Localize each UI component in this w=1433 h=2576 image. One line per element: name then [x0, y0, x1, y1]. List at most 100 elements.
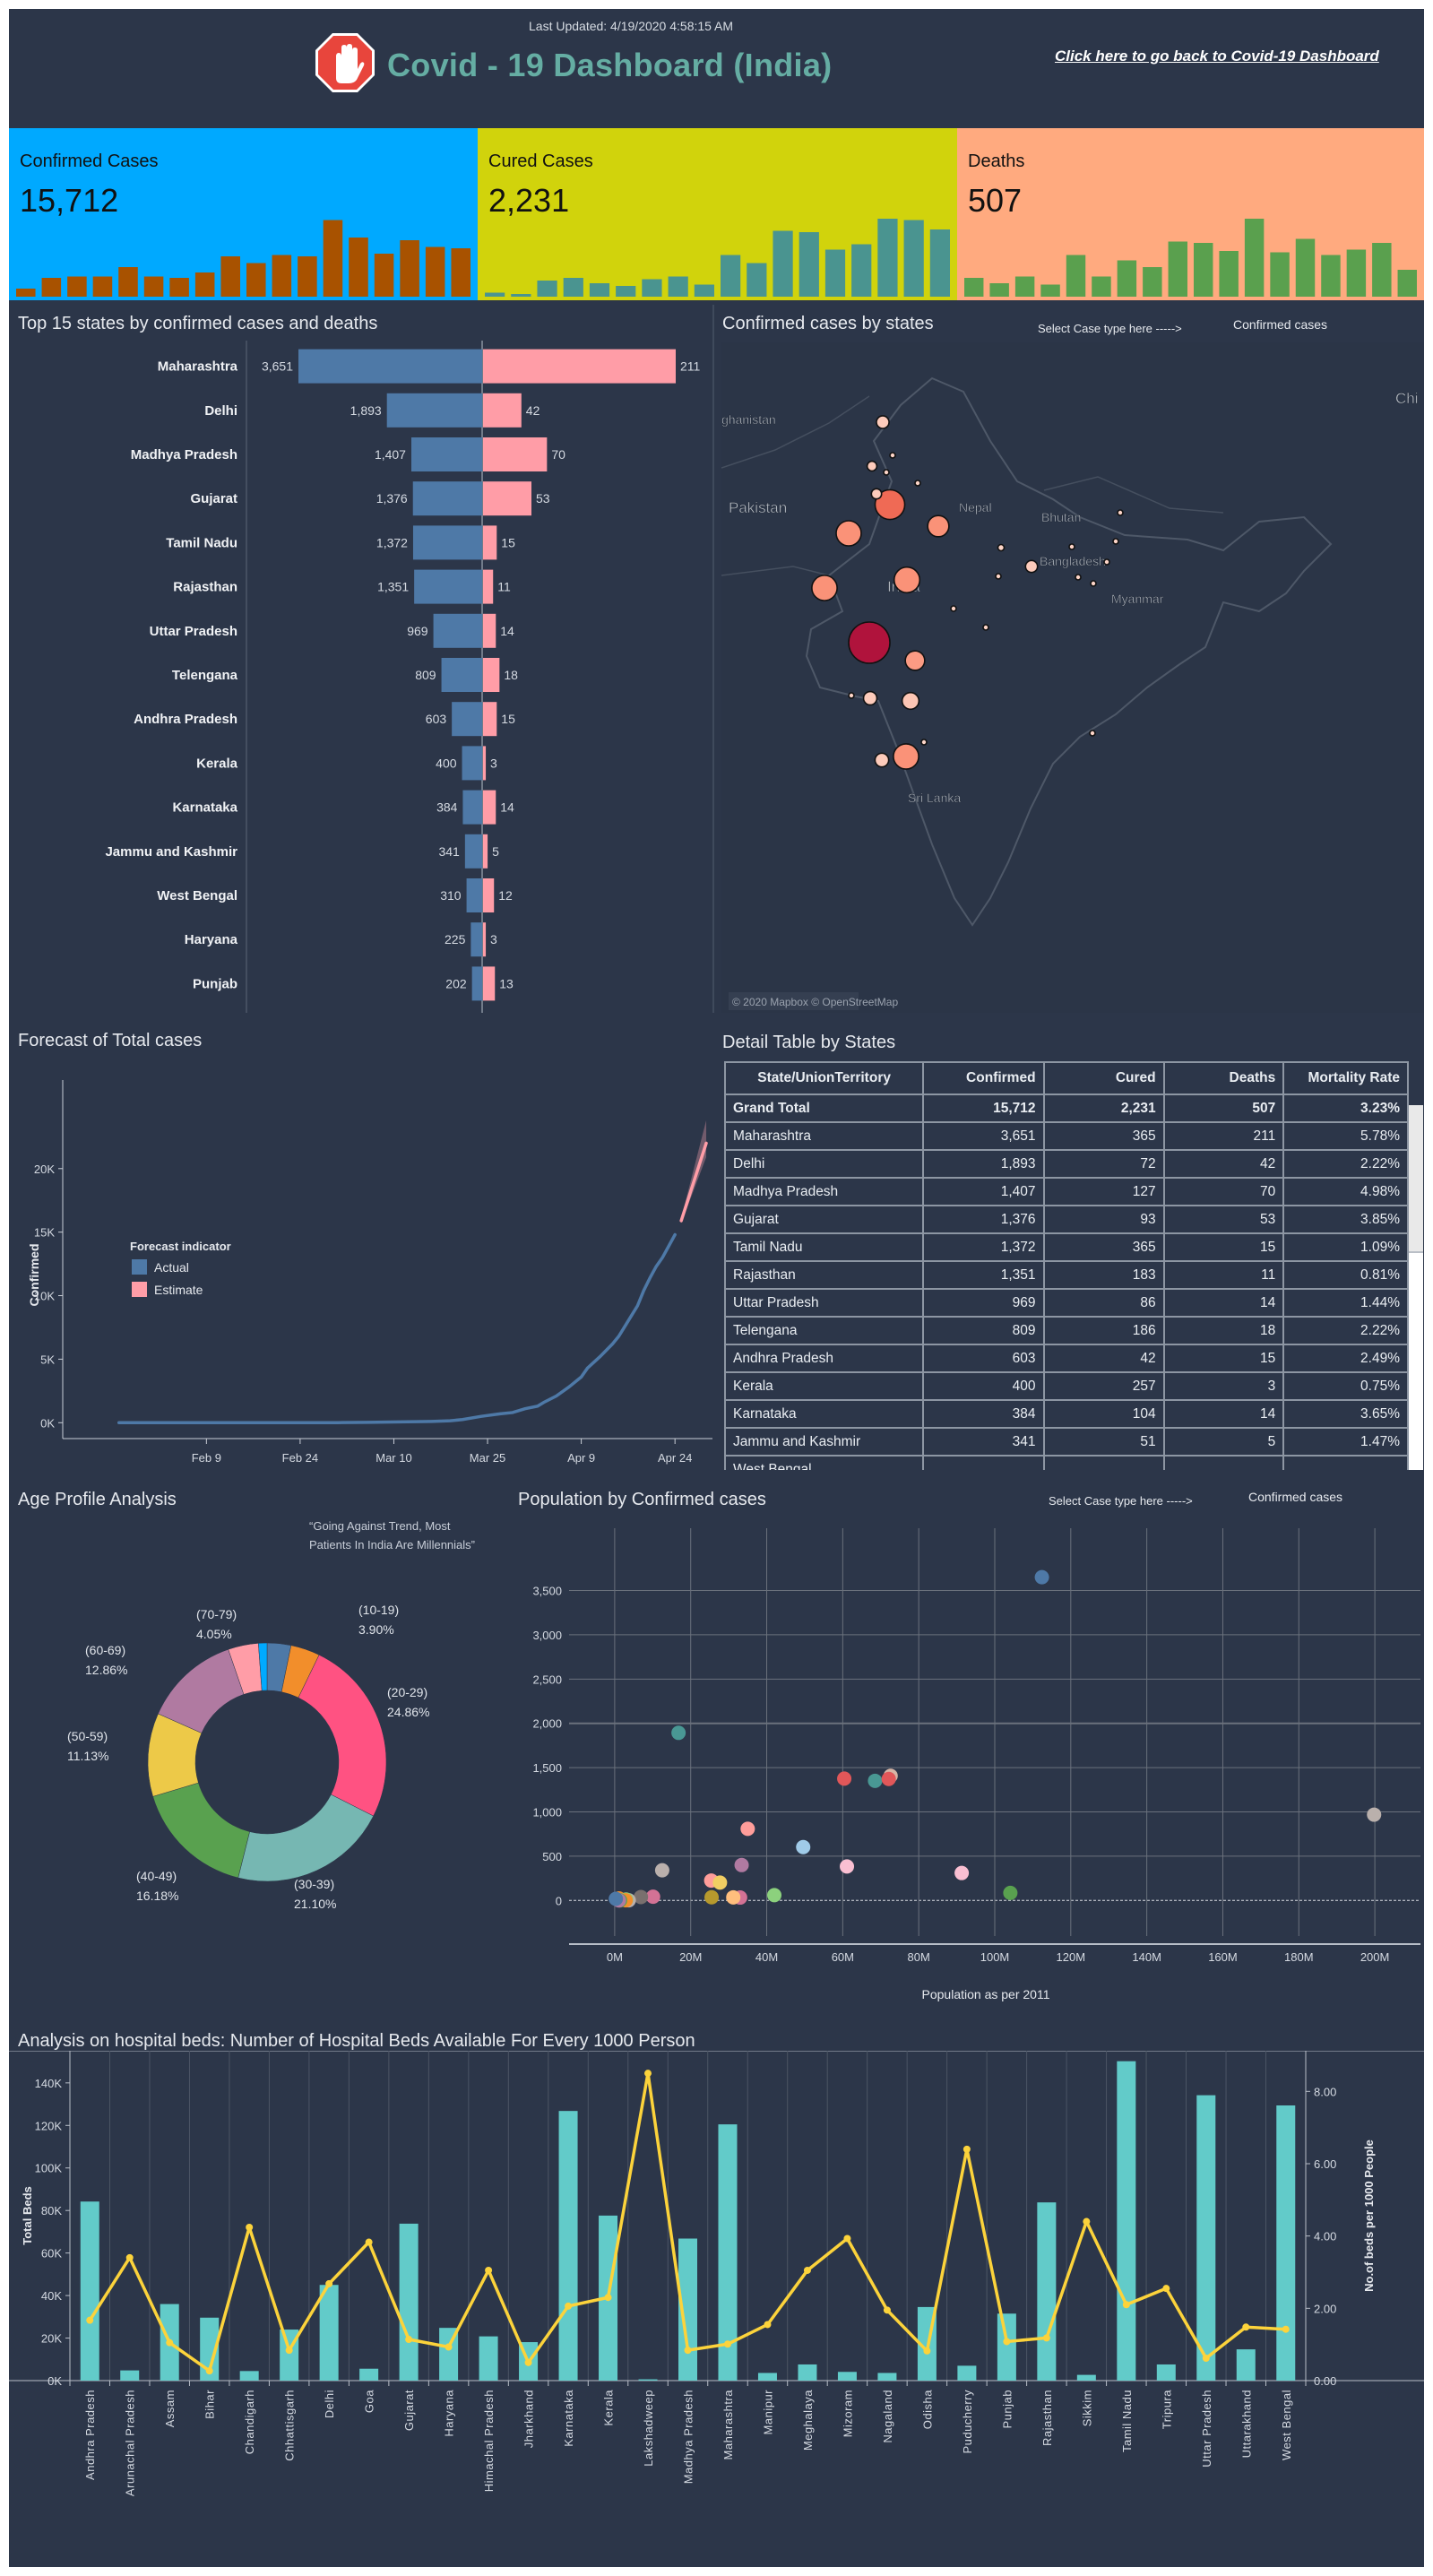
beds-bar[interactable]	[239, 2371, 259, 2381]
state-bubble[interactable]	[914, 480, 921, 487]
scatter-point[interactable]	[740, 1821, 755, 1837]
beds-per-1000-point[interactable]	[644, 2070, 652, 2078]
state-bubble[interactable]	[927, 514, 950, 538]
state-bubble[interactable]	[1090, 580, 1097, 587]
scatter-point[interactable]	[645, 1889, 660, 1905]
beds-per-1000-point[interactable]	[485, 2266, 493, 2274]
table-row[interactable]: Gujarat 1,376 93 53 3.85%	[724, 1205, 1409, 1234]
beds-bar[interactable]	[479, 2336, 498, 2381]
table-row[interactable]: Andhra Pradesh 603 42 15 2.49%	[724, 1344, 1409, 1373]
state-bubble[interactable]	[876, 415, 890, 429]
beds-bar[interactable]	[1076, 2374, 1096, 2381]
kpi-deaths[interactable]: Deaths 507	[957, 128, 1424, 300]
beds-per-1000-point[interactable]	[125, 2253, 134, 2261]
state-bubble[interactable]	[870, 488, 883, 500]
state-bubble[interactable]	[1068, 543, 1075, 550]
table-row[interactable]: Madhya Pradesh 1,407 127 70 4.98%	[724, 1177, 1409, 1206]
beds-per-1000-point[interactable]	[883, 2306, 891, 2314]
beds-per-1000-point[interactable]	[524, 2358, 532, 2366]
kpi-confirmed-cases[interactable]: Confirmed Cases 15,712	[9, 128, 478, 300]
beds-per-1000-point[interactable]	[803, 2266, 811, 2274]
scatter-point[interactable]	[609, 1891, 624, 1906]
beds-bar[interactable]	[678, 2238, 697, 2381]
scatter-point[interactable]	[671, 1725, 686, 1741]
state-bubble[interactable]	[866, 460, 878, 472]
donut-slice[interactable]	[152, 1782, 250, 1879]
beds-bar[interactable]	[1037, 2202, 1057, 2381]
back-to-dashboard-link[interactable]: Click here to go back to Covid-19 Dashbo…	[1055, 48, 1379, 65]
confirmed-bar[interactable]	[470, 922, 482, 957]
beds-per-1000-point[interactable]	[1282, 2325, 1290, 2333]
scatter-point[interactable]	[1367, 1807, 1382, 1822]
beds-bar[interactable]	[1276, 2105, 1296, 2381]
deaths-bar[interactable]	[483, 966, 496, 1001]
deaths-bar[interactable]	[483, 569, 494, 604]
scatter-point[interactable]	[837, 1771, 852, 1786]
beds-per-1000-point[interactable]	[86, 2316, 94, 2324]
table-row[interactable]: Tamil Nadu 1,372 365 15 1.09%	[724, 1232, 1409, 1262]
state-bubble[interactable]	[901, 691, 920, 711]
beds-per-1000-point[interactable]	[1242, 2323, 1250, 2331]
scatter-point[interactable]	[868, 1773, 883, 1788]
scatter-point[interactable]	[796, 1839, 811, 1854]
beds-bar[interactable]	[558, 2111, 578, 2381]
confirmed-bar[interactable]	[412, 525, 482, 560]
beds-bar[interactable]	[837, 2372, 857, 2381]
state-bubble[interactable]	[874, 488, 906, 521]
table-row[interactable]: Kerala 400 257 3 0.75%	[724, 1371, 1409, 1401]
beds-bar[interactable]	[877, 2373, 897, 2381]
beds-bar[interactable]	[359, 2368, 379, 2381]
confirmed-bar[interactable]	[386, 393, 482, 428]
beds-bar[interactable]	[1236, 2349, 1256, 2381]
beds-bar[interactable]	[638, 2379, 658, 2381]
state-bubble[interactable]	[835, 520, 862, 547]
scatter-point[interactable]	[1034, 1569, 1049, 1585]
beds-bar[interactable]	[718, 2124, 738, 2381]
beds-per-1000-point[interactable]	[684, 2347, 692, 2355]
state-bubble[interactable]	[889, 452, 896, 459]
state-bubble[interactable]	[893, 566, 921, 594]
beds-per-1000-point[interactable]	[723, 2340, 731, 2348]
confirmed-bar[interactable]	[412, 481, 482, 516]
table-row[interactable]: Telengana 809 186 18 2.22%	[724, 1316, 1409, 1345]
beds-per-1000-point[interactable]	[1083, 2217, 1091, 2226]
donut-slice[interactable]	[258, 1642, 268, 1691]
kpi-cured-cases[interactable]: Cured Cases 2,231	[478, 128, 957, 300]
beds-per-1000-point[interactable]	[923, 2347, 931, 2355]
deaths-bar[interactable]	[483, 878, 495, 912]
scatter-case-type-selector[interactable]: Confirmed cases	[1248, 1490, 1343, 1504]
beds-bar[interactable]	[1117, 2061, 1136, 2381]
confirmed-bar[interactable]	[452, 702, 482, 737]
beds-per-1000-point[interactable]	[604, 2294, 612, 2302]
table-row[interactable]: West Bengal	[724, 1455, 1409, 1470]
state-bubble[interactable]	[1024, 559, 1039, 574]
state-bubble[interactable]	[1117, 509, 1124, 516]
deaths-bar[interactable]	[483, 393, 522, 428]
confirmed-bar[interactable]	[464, 834, 482, 869]
deaths-bar[interactable]	[483, 658, 500, 692]
scatter-point[interactable]	[704, 1889, 720, 1905]
column-header[interactable]: Confirmed	[922, 1061, 1045, 1095]
beds-per-1000-point[interactable]	[365, 2238, 373, 2246]
beds-bar[interactable]	[120, 2370, 140, 2381]
beds-per-1000-point[interactable]	[445, 2343, 453, 2351]
beds-bar[interactable]	[757, 2373, 777, 2381]
scatter-point[interactable]	[734, 1857, 749, 1872]
state-bubble[interactable]	[920, 739, 928, 746]
confirmed-bar[interactable]	[471, 966, 482, 1001]
confirmed-bar[interactable]	[410, 437, 482, 471]
state-bubble[interactable]	[811, 575, 838, 601]
state-bubble[interactable]	[1103, 558, 1110, 566]
beds-per-1000-point[interactable]	[565, 2302, 573, 2310]
beds-per-1000-point[interactable]	[325, 2279, 333, 2287]
grand-total-row[interactable]: Grand Total 15,712 2,231 507 3.23%	[724, 1094, 1409, 1123]
beds-per-1000-point[interactable]	[843, 2235, 851, 2243]
table-row[interactable]: Delhi 1,893 72 42 2.22%	[724, 1149, 1409, 1179]
beds-bar[interactable]	[798, 2364, 817, 2381]
beds-per-1000-point[interactable]	[1003, 2338, 1011, 2346]
beds-bar[interactable]	[319, 2285, 339, 2381]
beds-per-1000-point[interactable]	[1202, 2354, 1210, 2362]
beds-bar[interactable]	[80, 2201, 99, 2381]
map-case-type-selector[interactable]: Confirmed cases	[1233, 317, 1328, 332]
deaths-bar[interactable]	[483, 437, 548, 471]
